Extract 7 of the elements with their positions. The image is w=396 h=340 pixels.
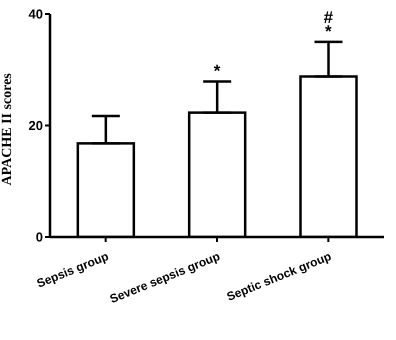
- y-tick-label: 0: [36, 230, 43, 245]
- x-tick-label: Septic shock group: [224, 249, 334, 304]
- annotation: *: [325, 22, 332, 41]
- y-axis-title: APACHE II scores: [0, 72, 15, 186]
- y-tick-label: 40: [28, 6, 43, 22]
- annotation: *: [214, 61, 221, 80]
- y-tick-label: 20: [28, 118, 43, 134]
